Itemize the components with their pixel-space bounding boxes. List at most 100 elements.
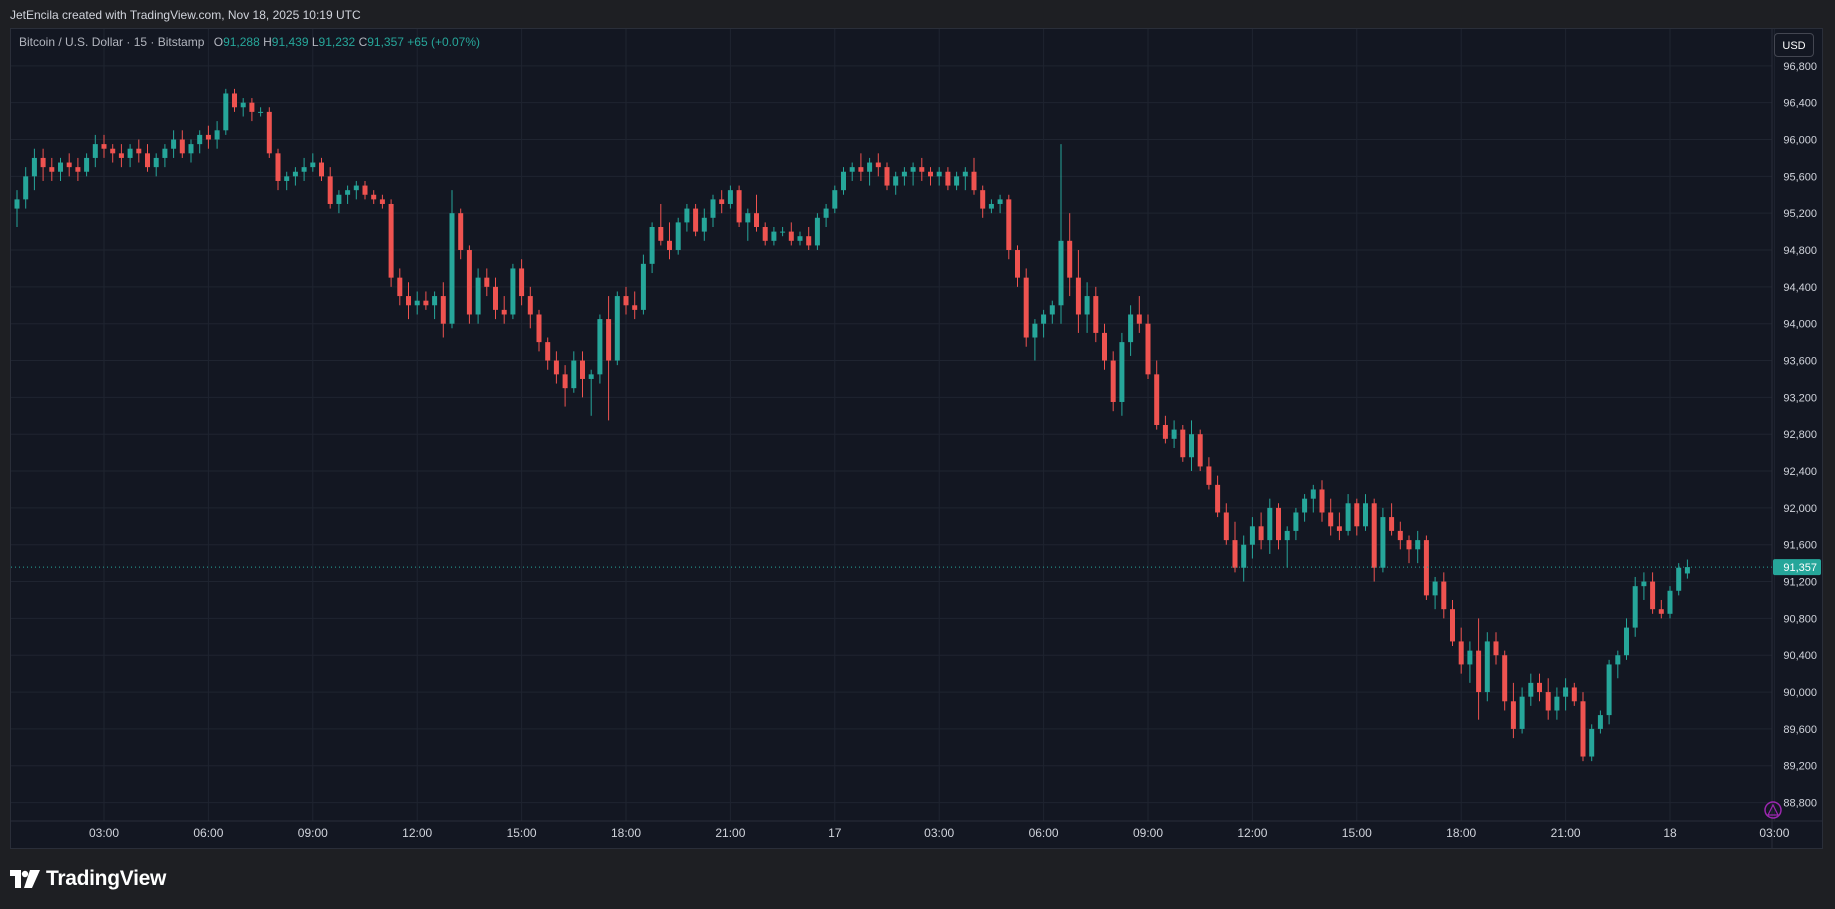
candle-body bbox=[1624, 627, 1629, 656]
candle bbox=[397, 268, 403, 306]
candle-body bbox=[1319, 489, 1325, 513]
candle-body bbox=[397, 277, 403, 297]
candle-body bbox=[745, 213, 751, 223]
candle bbox=[1580, 692, 1586, 762]
candle-body bbox=[188, 144, 194, 154]
candle bbox=[1284, 526, 1290, 568]
candle bbox=[371, 190, 377, 204]
candle-body bbox=[466, 250, 472, 315]
candle-body bbox=[1293, 512, 1299, 531]
candle bbox=[1310, 484, 1316, 513]
candle-body bbox=[1684, 567, 1690, 574]
candle-body bbox=[501, 309, 507, 315]
candle-body bbox=[1093, 296, 1099, 333]
candle bbox=[1215, 475, 1221, 518]
candle-body bbox=[1397, 530, 1403, 541]
chart-pane[interactable]: 96,800 96,400 96,000 95,600 95,200 94,800 94,4… bbox=[10, 28, 1823, 849]
candle-body bbox=[162, 148, 168, 158]
candle bbox=[118, 144, 124, 168]
candle bbox=[249, 98, 255, 122]
candle-body bbox=[1102, 332, 1107, 361]
y-tick-label: 90,800 bbox=[1783, 613, 1817, 625]
candle-body bbox=[1276, 507, 1281, 541]
x-tick-label: 12:00 bbox=[402, 826, 432, 840]
candle bbox=[1328, 498, 1334, 536]
candle bbox=[475, 268, 481, 324]
y-tick-label: 90,400 bbox=[1783, 650, 1817, 662]
candle-body bbox=[684, 208, 690, 223]
x-tick-label: 18:00 bbox=[611, 826, 641, 840]
candle bbox=[562, 365, 568, 407]
candle-body bbox=[1484, 641, 1490, 693]
candlestick-chart[interactable]: 96,800 96,400 96,000 95,600 95,200 94,800 94,4… bbox=[11, 29, 1822, 848]
candle bbox=[1476, 618, 1482, 720]
candle-body bbox=[762, 227, 768, 241]
candle bbox=[1154, 360, 1160, 430]
candle-body bbox=[667, 240, 672, 251]
candle bbox=[1041, 309, 1047, 338]
candle bbox=[597, 314, 603, 384]
candle-body bbox=[127, 148, 133, 158]
candle-body bbox=[58, 162, 63, 172]
candle bbox=[310, 153, 316, 172]
candle-body bbox=[954, 176, 960, 186]
candle bbox=[1267, 498, 1273, 554]
candle bbox=[954, 171, 960, 191]
candle bbox=[14, 190, 20, 227]
candle-body bbox=[301, 167, 307, 172]
candle bbox=[754, 194, 759, 232]
last-price-badge bbox=[1773, 559, 1821, 576]
candle-body bbox=[632, 305, 638, 310]
candle bbox=[1406, 535, 1412, 564]
candle-body bbox=[1258, 526, 1264, 541]
candle-body bbox=[205, 134, 211, 140]
candle bbox=[379, 194, 385, 209]
candle bbox=[127, 144, 133, 168]
candle-body bbox=[1206, 466, 1212, 485]
candle bbox=[31, 148, 37, 191]
candle bbox=[1110, 351, 1116, 412]
candle-body bbox=[319, 162, 324, 177]
candle bbox=[1354, 498, 1360, 536]
candle-body bbox=[1110, 360, 1116, 402]
last-price-line: 91,357 bbox=[11, 559, 1821, 576]
candle-body bbox=[92, 144, 98, 158]
candle-body bbox=[580, 360, 585, 379]
candle-body bbox=[1075, 277, 1081, 315]
candle-body bbox=[858, 167, 864, 172]
candle-body bbox=[1215, 484, 1221, 513]
y-tick-label: 96,800 bbox=[1783, 61, 1817, 73]
y-tick-label: 94,000 bbox=[1783, 319, 1817, 331]
currency-button[interactable]: USD bbox=[1774, 33, 1814, 57]
candle-body bbox=[379, 199, 385, 204]
candle bbox=[632, 291, 638, 320]
candle bbox=[841, 167, 846, 195]
candle-body bbox=[362, 185, 368, 195]
y-tick-label: 92,000 bbox=[1783, 503, 1817, 515]
candle bbox=[1371, 498, 1377, 582]
candle bbox=[1502, 650, 1508, 711]
candle-body bbox=[145, 153, 150, 168]
candle-body bbox=[797, 236, 803, 241]
candle-body bbox=[936, 171, 942, 177]
ai-assistant-icon[interactable] bbox=[1764, 801, 1782, 819]
candle-body bbox=[1284, 530, 1290, 541]
candle-body bbox=[1554, 696, 1560, 711]
candle-body bbox=[1180, 429, 1186, 458]
candle bbox=[823, 203, 829, 227]
candle bbox=[214, 121, 220, 149]
candle bbox=[727, 185, 733, 209]
candle bbox=[684, 203, 690, 232]
candle bbox=[606, 296, 612, 421]
candle bbox=[1684, 559, 1690, 579]
symbol-label[interactable]: Bitcoin / U.S. Dollar · 15 · Bitstamp bbox=[19, 35, 205, 49]
candle-body bbox=[49, 167, 55, 172]
candle bbox=[110, 144, 116, 163]
candle-body bbox=[1450, 609, 1455, 642]
candle-body bbox=[1597, 715, 1603, 729]
candle-body bbox=[31, 157, 37, 177]
candle bbox=[693, 203, 699, 237]
candle bbox=[292, 167, 298, 186]
tradingview-brand[interactable]: TradingView bbox=[10, 866, 166, 892]
candle-body bbox=[1267, 507, 1273, 541]
